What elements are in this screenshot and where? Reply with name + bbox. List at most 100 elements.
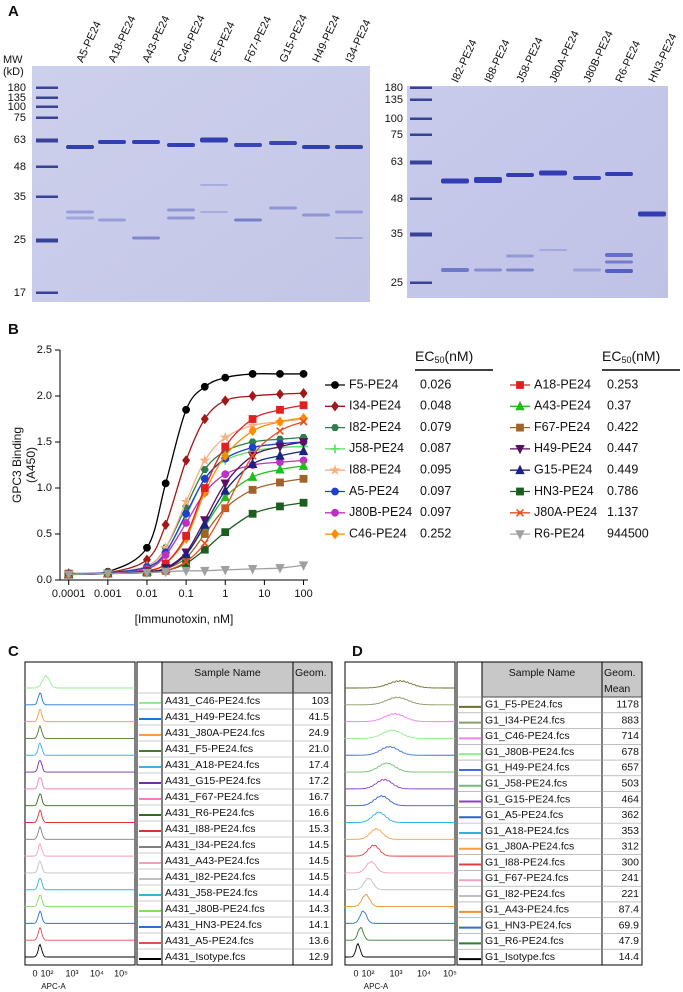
protein-band — [269, 206, 297, 210]
marker — [200, 382, 209, 391]
histogram-trace — [24, 894, 135, 908]
histogram-trace — [24, 793, 135, 807]
legend-label: J80A-PE24 — [534, 505, 597, 519]
marker — [200, 566, 210, 577]
y-tick-label: 0.0 — [37, 574, 52, 586]
protein-band — [200, 211, 228, 213]
lane-label: C46-PE24 — [175, 13, 207, 64]
protein-band — [200, 137, 228, 143]
marker — [276, 405, 284, 414]
geom-mean: 14.5 — [309, 871, 330, 883]
ec50-value: 0.095 — [420, 462, 451, 476]
marker — [248, 509, 257, 518]
protein-band — [269, 141, 297, 145]
histogram-trace — [344, 827, 455, 840]
sample-name: G1_J80B-PE24.fcs — [485, 746, 574, 758]
marker — [160, 567, 171, 578]
sample-name: A431_I88-PE24.fcs — [165, 823, 255, 835]
sample-name: A431_I34-PE24.fcs — [165, 839, 255, 851]
marker — [221, 450, 230, 462]
protein-band — [474, 177, 502, 183]
geom-mean: 13.6 — [309, 935, 330, 947]
ec50-value: 0.087 — [420, 441, 451, 455]
legend-label: F67-PE24 — [534, 420, 590, 434]
geom-mean: 41.5 — [309, 711, 330, 723]
marker — [248, 415, 257, 423]
x-tick-label: 0 — [353, 968, 358, 978]
geom-mean: 16.7 — [309, 791, 330, 803]
geom-mean: 14.5 — [309, 855, 330, 867]
protein-band — [98, 218, 126, 222]
mw-label: 25 — [391, 277, 403, 289]
lane-label: F5-PE24 — [208, 20, 237, 64]
x-tick-label: 10⁵ — [114, 968, 128, 978]
sample-name: A431_A18-PE24.fcs — [165, 759, 260, 771]
marker — [298, 561, 309, 571]
y-tick-label: 2.0 — [37, 390, 52, 402]
histogram-trace — [24, 860, 135, 874]
sample-name: A431_J80A-PE24.fcs — [165, 727, 265, 739]
protein-band — [573, 268, 601, 272]
marker — [276, 370, 284, 378]
marker — [142, 568, 152, 579]
histogram-trace — [24, 708, 135, 723]
marker — [275, 442, 285, 453]
legend-label: HN3-PE24 — [534, 484, 594, 498]
mw-label: 180 — [8, 82, 26, 94]
table-header — [481, 661, 643, 698]
histogram-trace — [24, 724, 135, 739]
marker — [181, 566, 191, 577]
geom-mean: 464 — [621, 793, 639, 805]
marker — [220, 485, 230, 495]
ec50-header-unit: (nM) — [631, 348, 660, 364]
ec50-value: 0.422 — [607, 420, 638, 434]
histogram-box — [24, 661, 136, 966]
protein-band — [539, 249, 567, 251]
header-cell: Sample Name — [194, 667, 261, 679]
marker — [248, 451, 257, 460]
sample-name: A431_J80B-PE24.fcs — [165, 903, 265, 915]
sample-name: G1_HN3-PE24.fcs — [485, 919, 571, 931]
lane-label: R6-PE24 — [613, 39, 643, 85]
marker — [516, 381, 524, 389]
series-line — [68, 441, 304, 575]
mw-label: 63 — [14, 134, 26, 146]
ladder-band — [410, 133, 432, 136]
marker — [299, 417, 308, 426]
marker — [248, 485, 257, 494]
histogram-trace — [345, 811, 455, 823]
lane-label: A18-PE24 — [106, 14, 138, 65]
protein-band — [167, 143, 195, 147]
x-tick-label: 0.1 — [178, 588, 193, 600]
histogram-trace — [24, 926, 135, 941]
marker — [275, 416, 285, 427]
geom-mean: 312 — [621, 841, 639, 853]
marker — [182, 531, 191, 540]
histogram-trace — [345, 877, 455, 891]
marker — [275, 564, 285, 574]
legend-label: I34-PE24 — [349, 399, 401, 413]
panel-label: B — [8, 321, 19, 338]
legend-label: A5-PE24 — [349, 484, 399, 498]
ec50-header: EC50(nM) — [415, 348, 473, 366]
legend-label: R6-PE24 — [534, 526, 585, 540]
protein-band — [234, 218, 262, 222]
marker — [200, 413, 209, 425]
x-tick-label: 0.001 — [94, 588, 122, 600]
x-axis-title: APC-A — [41, 982, 66, 991]
histogram-trace — [24, 759, 135, 773]
protein-band — [167, 216, 195, 220]
histogram-trace — [344, 712, 455, 723]
mw-label: 63 — [391, 156, 403, 168]
panel-label: A — [8, 3, 19, 20]
marker — [516, 487, 524, 496]
marker — [515, 445, 525, 455]
sample-name: G1_C46-PE24.fcs — [485, 730, 570, 742]
geom-mean: 221 — [621, 888, 639, 900]
sample-name: G1_J80A-PE24.fcs — [485, 841, 574, 853]
marker — [298, 445, 309, 456]
marker — [331, 424, 339, 432]
histogram-trace — [344, 729, 455, 739]
